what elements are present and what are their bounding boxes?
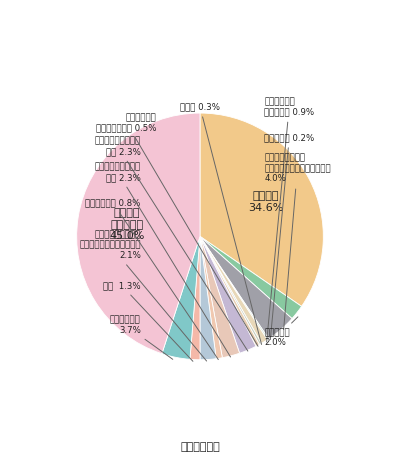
Wedge shape [200, 113, 323, 306]
Wedge shape [200, 237, 269, 340]
Text: 人権問題相談
機関・団体 0.9%: 人権問題相談 機関・団体 0.9% [264, 97, 314, 342]
Text: 弁護士会
34.6%: 弁護士会 34.6% [248, 191, 283, 213]
Wedge shape [162, 237, 200, 359]
Wedge shape [200, 237, 240, 358]
Wedge shape [77, 113, 200, 354]
Wedge shape [200, 237, 302, 318]
Wedge shape [200, 237, 267, 343]
Text: 警察  1.3%: 警察 1.3% [103, 281, 193, 361]
Text: 交通事故相談機関・
団体 2.3%: 交通事故相談機関・ 団体 2.3% [95, 163, 230, 357]
Text: 司法書士会
2.0%: 司法書士会 2.0% [264, 317, 298, 347]
Wedge shape [200, 237, 292, 339]
Wedge shape [200, 237, 216, 360]
Text: 福祉・保健・
医療機関・団体 0.5%: 福祉・保健・ 医療機関・団体 0.5% [96, 113, 258, 346]
Wedge shape [200, 237, 260, 346]
Wedge shape [200, 237, 256, 353]
Wedge shape [190, 237, 200, 360]
Text: 提供：法務省: 提供：法務省 [180, 442, 220, 452]
Wedge shape [200, 237, 222, 359]
Text: 児童相談所 0.2%: 児童相談所 0.2% [264, 133, 314, 340]
Text: 配偶者暴力相談支援
センター・女性センター等
2.1%: 配偶者暴力相談支援 センター・女性センター等 2.1% [79, 230, 206, 361]
Text: その他機関・団体
（裁判所・暴追センター等）
4.0%: その他機関・団体 （裁判所・暴追センター等） 4.0% [264, 154, 331, 329]
Text: 民間支援団体 0.8%: 民間支援団体 0.8% [86, 199, 218, 359]
Text: 労働問題相談機関・
団体 2.3%: 労働問題相談機関・ 団体 2.3% [95, 137, 248, 351]
Wedge shape [200, 237, 262, 345]
Text: 地方公共団体
3.7%: 地方公共団体 3.7% [110, 316, 173, 359]
Text: 法テラス
地方事務所
45.0%: 法テラス 地方事務所 45.0% [109, 208, 144, 242]
Text: 検察庁 0.3%: 検察庁 0.3% [180, 103, 262, 345]
